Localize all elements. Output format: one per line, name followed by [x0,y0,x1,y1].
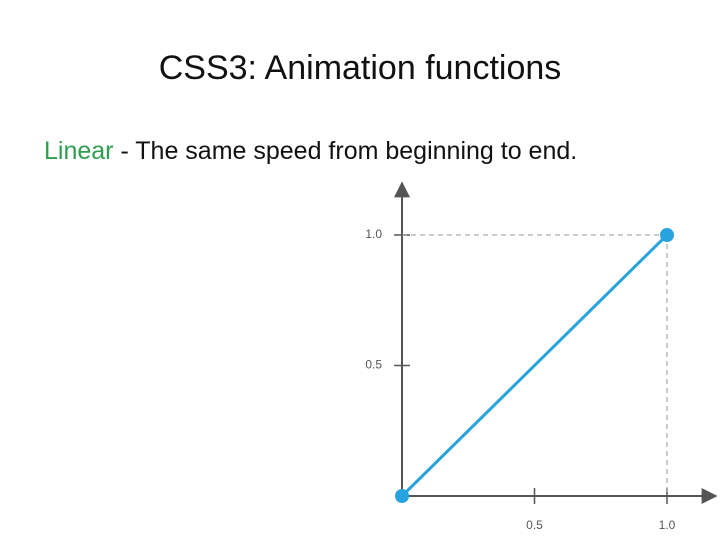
subtitle-keyword: Linear [44,137,114,165]
curve [400,233,669,498]
subtitle-text: - The same speed from beginning to end. [114,137,578,165]
subtitle: Linear - The same speed from beginning t… [44,137,577,165]
x-tick-label: 1.0 [659,518,676,532]
point [660,228,674,242]
x-tick-label: 0.5 [526,518,543,532]
y-tick-label: 0.5 [365,358,382,372]
y-tick-label: 1.0 [365,227,382,241]
slide-title: CSS3: Animation functions [159,49,562,87]
point [395,489,409,503]
